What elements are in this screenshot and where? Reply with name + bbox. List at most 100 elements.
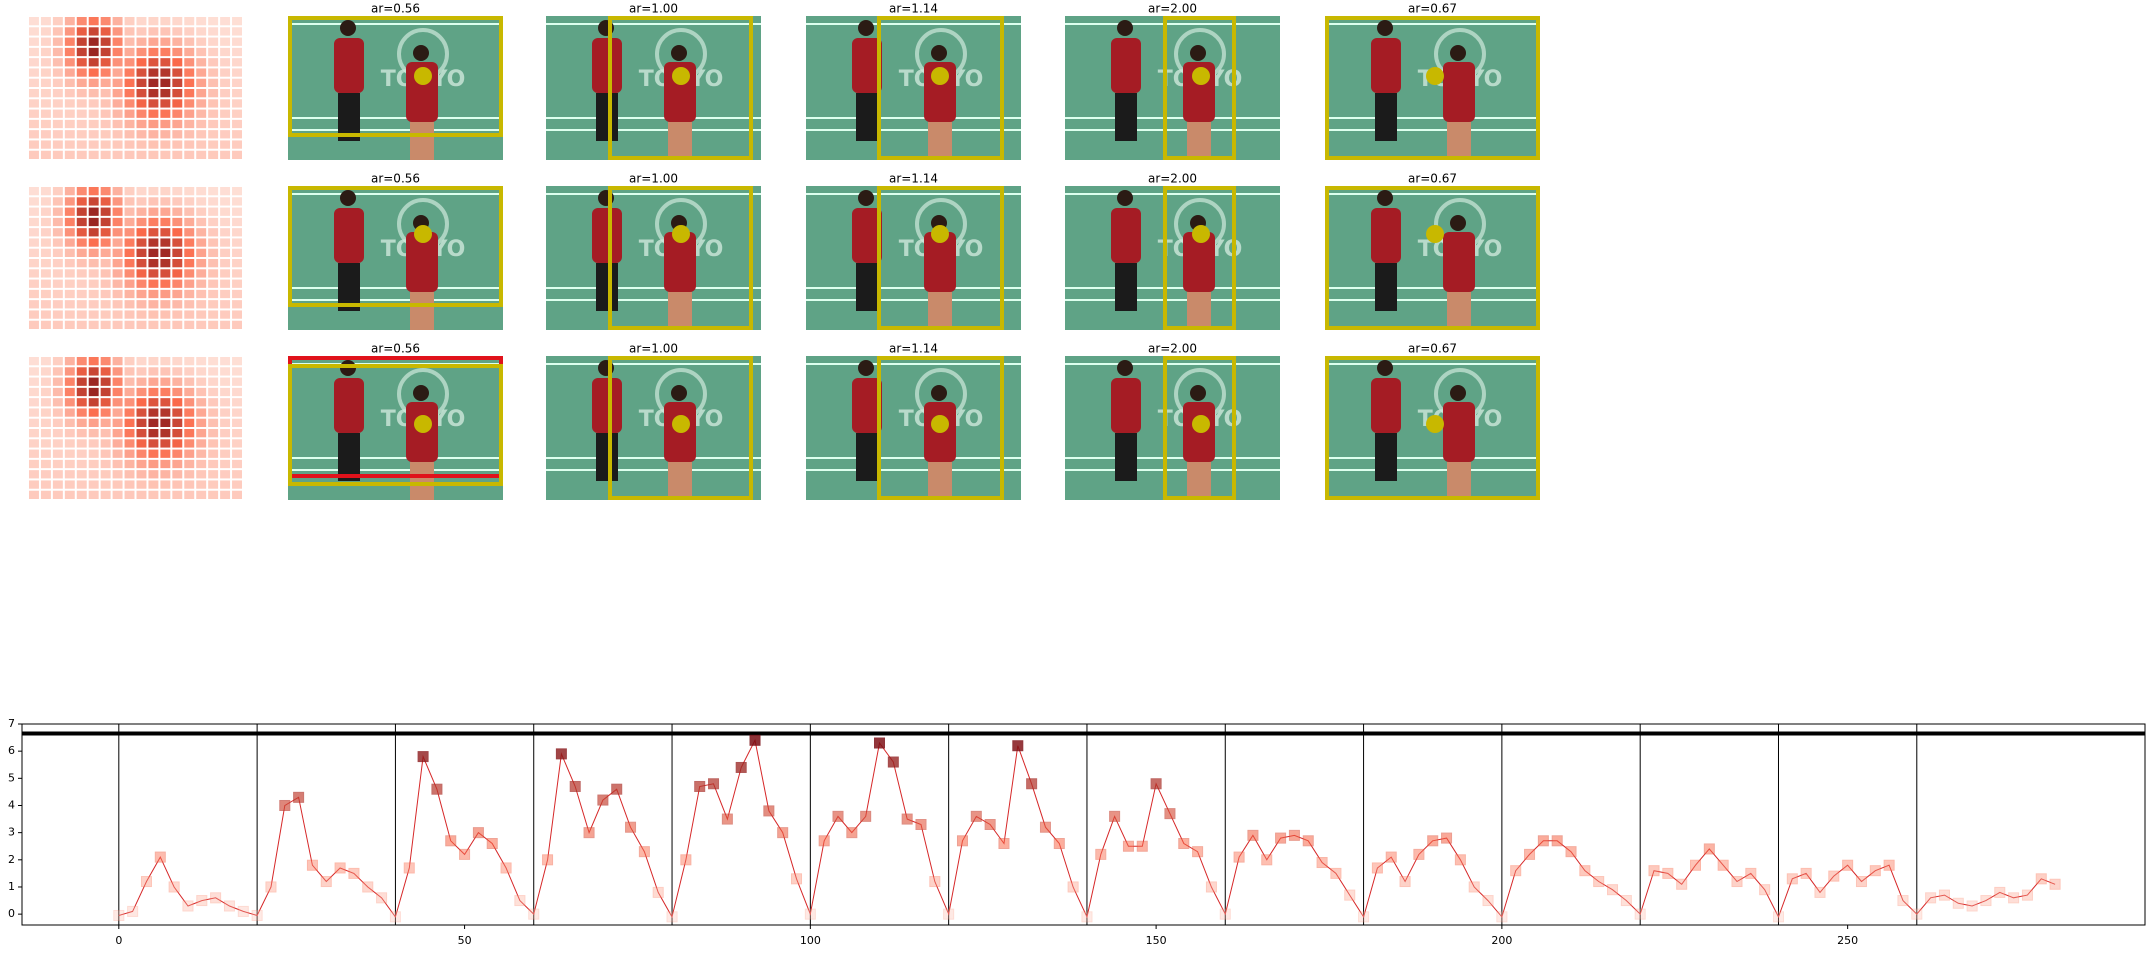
marker: [1385, 851, 1397, 863]
marker: [611, 783, 623, 795]
heatmap-cell: [220, 187, 231, 196]
photo-panel: TOKYO: [288, 356, 503, 500]
heatmap-cell: [172, 418, 183, 427]
player-head: [858, 190, 874, 206]
marker: [708, 778, 720, 790]
heatmap-cell: [172, 408, 183, 417]
player-body: [334, 378, 364, 433]
heatmap-cell: [208, 459, 219, 469]
heatmap-cell: [232, 68, 242, 77]
heatmap-cell: [52, 207, 63, 216]
heatmap-cell: [184, 89, 195, 98]
panel-title: ar=0.56: [371, 2, 420, 16]
heatmap-cell: [136, 99, 147, 108]
heatmap-cell: [172, 320, 183, 329]
marker: [1441, 832, 1453, 844]
heatmap-cell: [232, 197, 242, 206]
anchor-box: [1325, 356, 1540, 500]
marker: [2021, 889, 2033, 901]
heatmap-cell: [148, 300, 159, 309]
player-legs: [1187, 462, 1211, 500]
heatmap-cell: [136, 37, 147, 46]
heatmap-cell: [220, 17, 231, 26]
heatmap-cell: [220, 289, 231, 299]
photo-panel: TOKYO: [1065, 16, 1280, 160]
heatmap-cell: [232, 387, 242, 397]
heatmap-cell: [100, 429, 111, 438]
marker: [154, 851, 166, 863]
heatmap-cell: [88, 207, 99, 216]
marker: [763, 805, 775, 817]
heatmap-cell: [208, 37, 219, 46]
marker: [403, 862, 415, 874]
heatmap-cell: [220, 320, 231, 329]
marker: [1427, 835, 1439, 847]
heatmap-cell: [76, 459, 87, 469]
heatmap-cell: [208, 150, 219, 159]
heatmap-cell: [64, 367, 75, 376]
heatmap-cell: [208, 238, 219, 247]
heatmap-cell: [160, 217, 171, 227]
heatmap-cell: [136, 207, 147, 216]
heatmap-cell: [100, 37, 111, 46]
heatmap-cell: [112, 140, 123, 149]
heatmap-cell: [112, 357, 123, 366]
heatmap-cell: [184, 279, 195, 288]
heatmap-cell: [76, 207, 87, 216]
x-tick-label: 50: [458, 934, 472, 947]
heatmap-cell: [220, 310, 231, 319]
heatmap-cell: [208, 429, 219, 438]
heatmap-cell: [40, 207, 51, 216]
heatmap-cell: [64, 439, 75, 448]
marker: [1842, 859, 1854, 871]
heatmap-cell: [220, 197, 231, 206]
player-head: [1190, 45, 1206, 61]
heatmap-cell: [184, 269, 195, 278]
heatmap-cell: [124, 367, 135, 376]
heatmap-cell: [88, 418, 99, 427]
marker: [417, 751, 429, 763]
heatmap-cell: [184, 119, 195, 129]
heatmap-cell: [160, 17, 171, 26]
heatmap-cell: [52, 130, 63, 139]
marker: [1275, 832, 1287, 844]
heatmap-cell: [112, 459, 123, 469]
heatmap-cell: [184, 320, 195, 329]
heatmap-cell: [148, 377, 159, 386]
heatmap-cell: [88, 367, 99, 376]
heatmap-cell: [196, 27, 207, 36]
heatmap-cell: [124, 387, 135, 397]
marker: [1109, 810, 1121, 822]
heatmap-cell: [148, 398, 159, 407]
player-body: [852, 378, 882, 433]
heatmap-cell: [100, 197, 111, 206]
heatmap-cell: [148, 248, 159, 257]
marker: [1219, 908, 1231, 920]
heatmap-cell: [136, 228, 147, 237]
heatmap-cell: [136, 398, 147, 407]
heatmap-cell: [232, 17, 242, 26]
heatmap-cell: [208, 17, 219, 26]
heatmap-cell: [76, 289, 87, 299]
heatmap-cell: [208, 300, 219, 309]
heatmap-cell: [40, 490, 51, 499]
heatmap-cell: [76, 269, 87, 278]
marker: [542, 854, 554, 866]
heatmap-cell: [64, 109, 75, 118]
anchor-box: [608, 356, 753, 500]
court: [1065, 186, 1280, 330]
heatmap-cell: [52, 439, 63, 448]
heatmap-cell: [76, 99, 87, 108]
heatmap-cell: [124, 150, 135, 159]
heatmap-cell: [148, 269, 159, 278]
anchor-box: [1325, 186, 1540, 330]
heatmap-cell: [112, 449, 123, 458]
heatmap-cell: [100, 310, 111, 319]
marker: [237, 905, 249, 917]
player-legs: [1375, 433, 1397, 481]
heatmap-cell: [40, 398, 51, 407]
heatmap-cell: [184, 289, 195, 299]
heatmap-cell: [40, 357, 51, 366]
center-dot: [1192, 225, 1210, 243]
heatmap-cell: [76, 68, 87, 77]
